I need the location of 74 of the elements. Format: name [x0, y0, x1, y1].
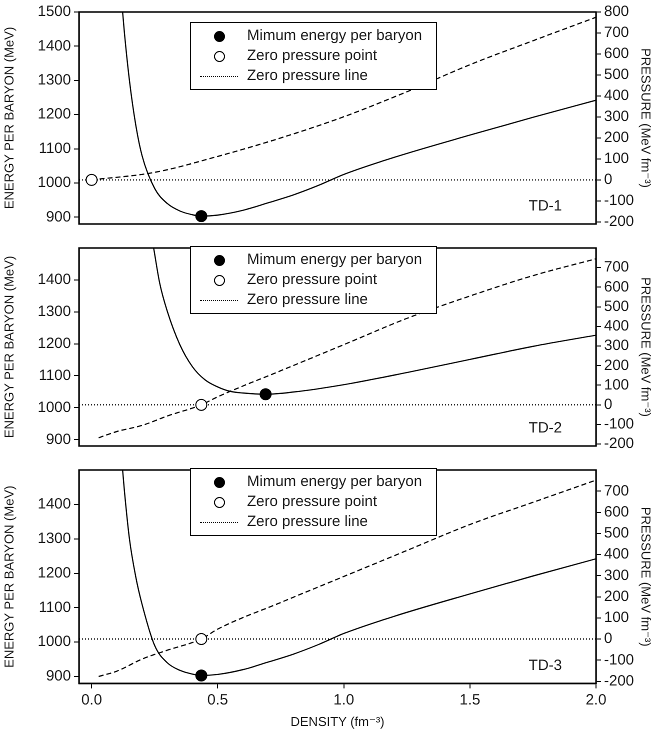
y2-tick-label: 300 — [604, 337, 630, 354]
y-tick-label: 1400 — [38, 271, 71, 288]
annotation: TD-2 — [528, 420, 562, 437]
legend-label: Zero pressure line — [247, 512, 368, 532]
legend-label: Zero pressure line — [247, 290, 368, 310]
legend-label: Zero pressure line — [247, 66, 368, 86]
y2-tick-label: 600 — [604, 278, 630, 296]
y-tick-label: 900 — [46, 668, 71, 685]
y-tick-label: 1100 — [38, 366, 71, 384]
y2-tick-label: 400 — [604, 546, 630, 563]
y-tick-label: 1200 — [38, 564, 71, 582]
y2-tick-label: -100 — [604, 416, 634, 433]
y2-tick-label: 500 — [604, 298, 630, 315]
y2-tick-label: 700 — [604, 482, 630, 500]
x-tick-label: 1.5 — [459, 692, 480, 709]
y2-tick-label: 100 — [604, 376, 630, 394]
y2-tick-label: 0 — [604, 396, 612, 413]
legend-label: Mimum energy per baryon — [247, 26, 422, 46]
y-tick-label: 900 — [46, 430, 71, 448]
y-axis-title: ENERGY PER BARYON (MeV) — [1, 26, 16, 210]
y2-tick-label: 700 — [604, 258, 630, 276]
y2-tick-label: -200 — [604, 213, 634, 230]
y2-tick-label: -200 — [604, 435, 634, 452]
y-tick-label: 1300 — [38, 530, 71, 547]
y-tick-label: 1200 — [38, 334, 71, 352]
y2-tick-label: 400 — [604, 87, 630, 104]
y-tick-label: 1100 — [38, 140, 71, 157]
y2-tick-label: 100 — [604, 609, 630, 626]
y2-tick-label: 100 — [604, 150, 630, 168]
x-axis-title: DENSITY (fm⁻³) — [290, 714, 385, 729]
x-tick-label: 1.0 — [333, 692, 354, 709]
annotation: TD-1 — [528, 198, 562, 215]
y2-axis-title: PRESSURE (MeV fm⁻³) — [638, 277, 654, 417]
y2-tick-label: 600 — [604, 503, 630, 520]
y2-tick-label: 400 — [604, 318, 630, 335]
y-tick-label: 1200 — [38, 106, 71, 123]
legend-label: Zero pressure point — [247, 46, 378, 66]
y2-tick-label: 200 — [604, 356, 630, 374]
y-axis-title: ENERGY PER BARYON (MeV) — [1, 486, 16, 668]
y2-tick-label: 200 — [604, 588, 630, 605]
y-tick-label: 1000 — [38, 174, 71, 192]
y-tick-label: 1400 — [38, 496, 71, 513]
y2-tick-label: 800 — [604, 3, 630, 20]
legend-label: Mimum energy per baryon — [247, 472, 422, 492]
y2-axis-title: PRESSURE (MeV fm⁻³) — [638, 506, 654, 647]
y2-tick-label: 700 — [604, 24, 630, 42]
y2-tick-label: 300 — [604, 108, 630, 126]
y2-tick-label: 500 — [604, 524, 630, 542]
y2-tick-label: 500 — [604, 66, 630, 84]
y-tick-label: 1300 — [38, 72, 71, 89]
y-tick-label: 900 — [46, 208, 71, 226]
x-tick-label: 0.5 — [207, 692, 228, 709]
y-tick-label: 1000 — [38, 398, 71, 416]
annotation: TD-3 — [528, 657, 562, 674]
y-tick-label: 1300 — [38, 303, 71, 320]
x-tick-label: 2.0 — [586, 692, 606, 709]
x-tick-label: 0.0 — [81, 692, 102, 709]
y2-axis-title: PRESSURE (MeV fm⁻³) — [638, 48, 654, 188]
y-tick-label: 1000 — [38, 633, 71, 650]
y2-tick-label: 600 — [604, 45, 630, 62]
y-tick-label: 1100 — [38, 598, 71, 616]
y2-tick-label: 0 — [604, 630, 612, 648]
legend-label: Mimum energy per baryon — [247, 250, 422, 270]
legend-label: Zero pressure point — [247, 492, 378, 512]
y2-tick-label: -100 — [604, 192, 634, 210]
y2-tick-label: 300 — [604, 566, 630, 584]
y-tick-label: 1400 — [38, 37, 71, 54]
y2-tick-label: 0 — [604, 171, 612, 188]
y2-tick-label: 200 — [604, 129, 630, 146]
legend-label: Zero pressure point — [247, 270, 378, 290]
y2-tick-label: -200 — [604, 672, 634, 690]
y-tick-label: 1500 — [38, 3, 71, 20]
y2-tick-label: -100 — [604, 651, 634, 668]
y-axis-title: ENERGY PER BARYON (MeV) — [1, 256, 16, 438]
